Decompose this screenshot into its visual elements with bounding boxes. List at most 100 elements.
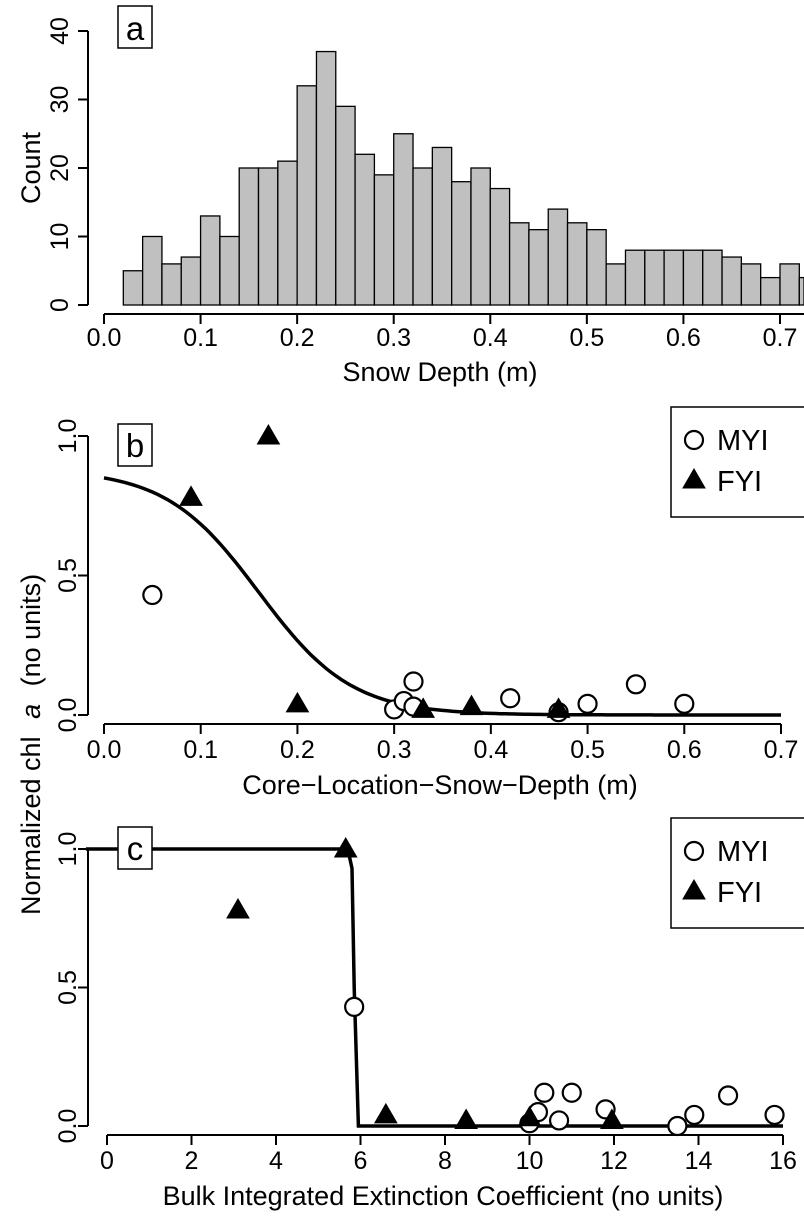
histogram-bar xyxy=(547,208,569,306)
point-myi xyxy=(667,1115,688,1137)
y-tick-label: 0.5 xyxy=(54,558,82,593)
y-tick-label: 0.0 xyxy=(54,1109,82,1144)
histogram-bar xyxy=(199,215,221,306)
ylabel-italic: a xyxy=(16,704,46,719)
point-myi xyxy=(561,1082,582,1103)
x-tick-label: 0.7 xyxy=(764,736,799,764)
histogram-bar xyxy=(508,222,530,306)
histogram-bar xyxy=(431,146,453,306)
histogram-bar xyxy=(779,263,800,306)
histogram-bar xyxy=(489,187,511,306)
panel-label: c xyxy=(127,830,144,867)
legend-myi-label: MYI xyxy=(717,425,769,457)
y-tick-label: 20 xyxy=(46,154,74,182)
point-fyi xyxy=(373,1102,398,1124)
histogram-bar xyxy=(470,167,491,306)
y-tick-label: 0 xyxy=(46,298,74,312)
point-fyi xyxy=(256,424,281,445)
point-fyi xyxy=(179,485,203,506)
x-axis-title: Bulk Integrated Extinction Coefficient (… xyxy=(163,1181,724,1211)
histogram-bar xyxy=(180,256,202,306)
histogram-bar xyxy=(644,249,665,306)
point-myi xyxy=(548,1110,570,1131)
point-fyi xyxy=(517,1105,542,1127)
point-myi xyxy=(625,674,647,695)
point-myi xyxy=(684,1104,705,1126)
legend-myi-marker xyxy=(683,429,705,451)
legend-box xyxy=(670,406,804,518)
x-tick-label: 0.3 xyxy=(377,736,412,764)
y-tick-label: 1.0 xyxy=(54,419,82,454)
legend-myi-label: MYI xyxy=(717,836,769,868)
point-myi xyxy=(142,584,163,606)
histogram-bar xyxy=(412,167,433,306)
x-tick-label: 0.6 xyxy=(666,324,701,352)
point-fyi xyxy=(285,691,310,713)
histogram-bar xyxy=(624,249,646,306)
histogram-bar xyxy=(760,276,781,306)
panel-b-scatter: 0.0 0.5 1.0 0.0 0.1 0.2 0.3 0.4 0.5 0.6 0.7 Core−Lo… xyxy=(54,406,804,800)
histogram-bar xyxy=(682,249,704,306)
point-myi xyxy=(403,671,424,692)
x-tick-label: 0.7 xyxy=(763,324,798,352)
panel-label-box xyxy=(117,826,153,870)
histogram-bar xyxy=(277,160,298,306)
shared-y-axis-title: Normalized chl a (no units) xyxy=(16,574,46,915)
panel-a-histogram: 0 10 20 30 40 0.0 0.1 0.2 0.3 0.4 0.5 0.6 0.7 Snow De… xyxy=(16,5,804,387)
histogram-bar xyxy=(296,85,318,306)
x-tick-label: 14 xyxy=(685,1147,713,1175)
x-tick-label: 0 xyxy=(100,1147,114,1175)
y-tick-label: 10 xyxy=(46,223,74,251)
x-axis-title: Snow Depth (m) xyxy=(342,357,537,387)
histogram-bar xyxy=(721,256,743,306)
x-tick-label: 0.1 xyxy=(183,324,218,352)
y-tick-label: 0.5 xyxy=(54,970,82,1005)
x-tick-label: 0.4 xyxy=(473,736,508,764)
histogram-bar xyxy=(528,228,549,306)
x-tick-label: 16 xyxy=(769,1147,797,1175)
histogram-bar xyxy=(566,222,588,306)
histogram-bar xyxy=(238,167,260,306)
histogram-bar xyxy=(451,181,472,306)
x-tick-label: 0.0 xyxy=(87,736,122,764)
histogram-bar xyxy=(798,276,804,306)
fit-curve xyxy=(85,847,783,1128)
panel-label-box xyxy=(117,423,153,467)
histogram-bar xyxy=(315,50,337,306)
panel-label: a xyxy=(126,10,145,47)
histogram-bar xyxy=(161,263,182,306)
y-tick-label: 0.0 xyxy=(54,698,82,733)
x-tick-label: 2 xyxy=(185,1147,199,1175)
histogram-bar xyxy=(141,235,163,306)
panel-label-box xyxy=(117,5,153,49)
point-myi xyxy=(674,693,695,714)
x-tick-label: 0.2 xyxy=(280,736,315,764)
point-fyi xyxy=(226,897,250,919)
x-tick-label: 0.5 xyxy=(569,324,604,352)
point-fyi xyxy=(333,837,358,858)
histogram-bar xyxy=(373,174,395,306)
legend-box xyxy=(670,817,804,929)
point-fyi xyxy=(411,697,436,718)
y-tick-label: 40 xyxy=(46,17,74,45)
x-tick-label: 6 xyxy=(354,1147,368,1175)
x-tick-label: 4 xyxy=(269,1147,283,1175)
y-axis-title: Count xyxy=(16,131,46,204)
x-tick-label: 12 xyxy=(600,1147,628,1175)
histogram-bar xyxy=(702,249,723,306)
histogram-bar xyxy=(740,263,762,306)
histogram-bar xyxy=(354,153,376,306)
ylabel-part1: Normalized chl xyxy=(16,736,46,915)
histogram-bar xyxy=(393,133,414,306)
x-tick-label: 0.4 xyxy=(473,324,508,352)
histogram-bar xyxy=(257,167,279,306)
y-tick-label: 30 xyxy=(46,86,74,114)
point-myi xyxy=(577,693,598,714)
point-myi xyxy=(534,1082,555,1103)
panel-c-scatter: 0.0 0.5 1.0 0 2 4 6 8 10 12 14 16 Bulk Integrated Ex… xyxy=(54,817,804,1211)
legend-fyi-marker xyxy=(682,468,706,489)
histogram-bar xyxy=(663,249,685,306)
fit-curve xyxy=(103,476,781,717)
histogram-bar xyxy=(122,270,144,306)
